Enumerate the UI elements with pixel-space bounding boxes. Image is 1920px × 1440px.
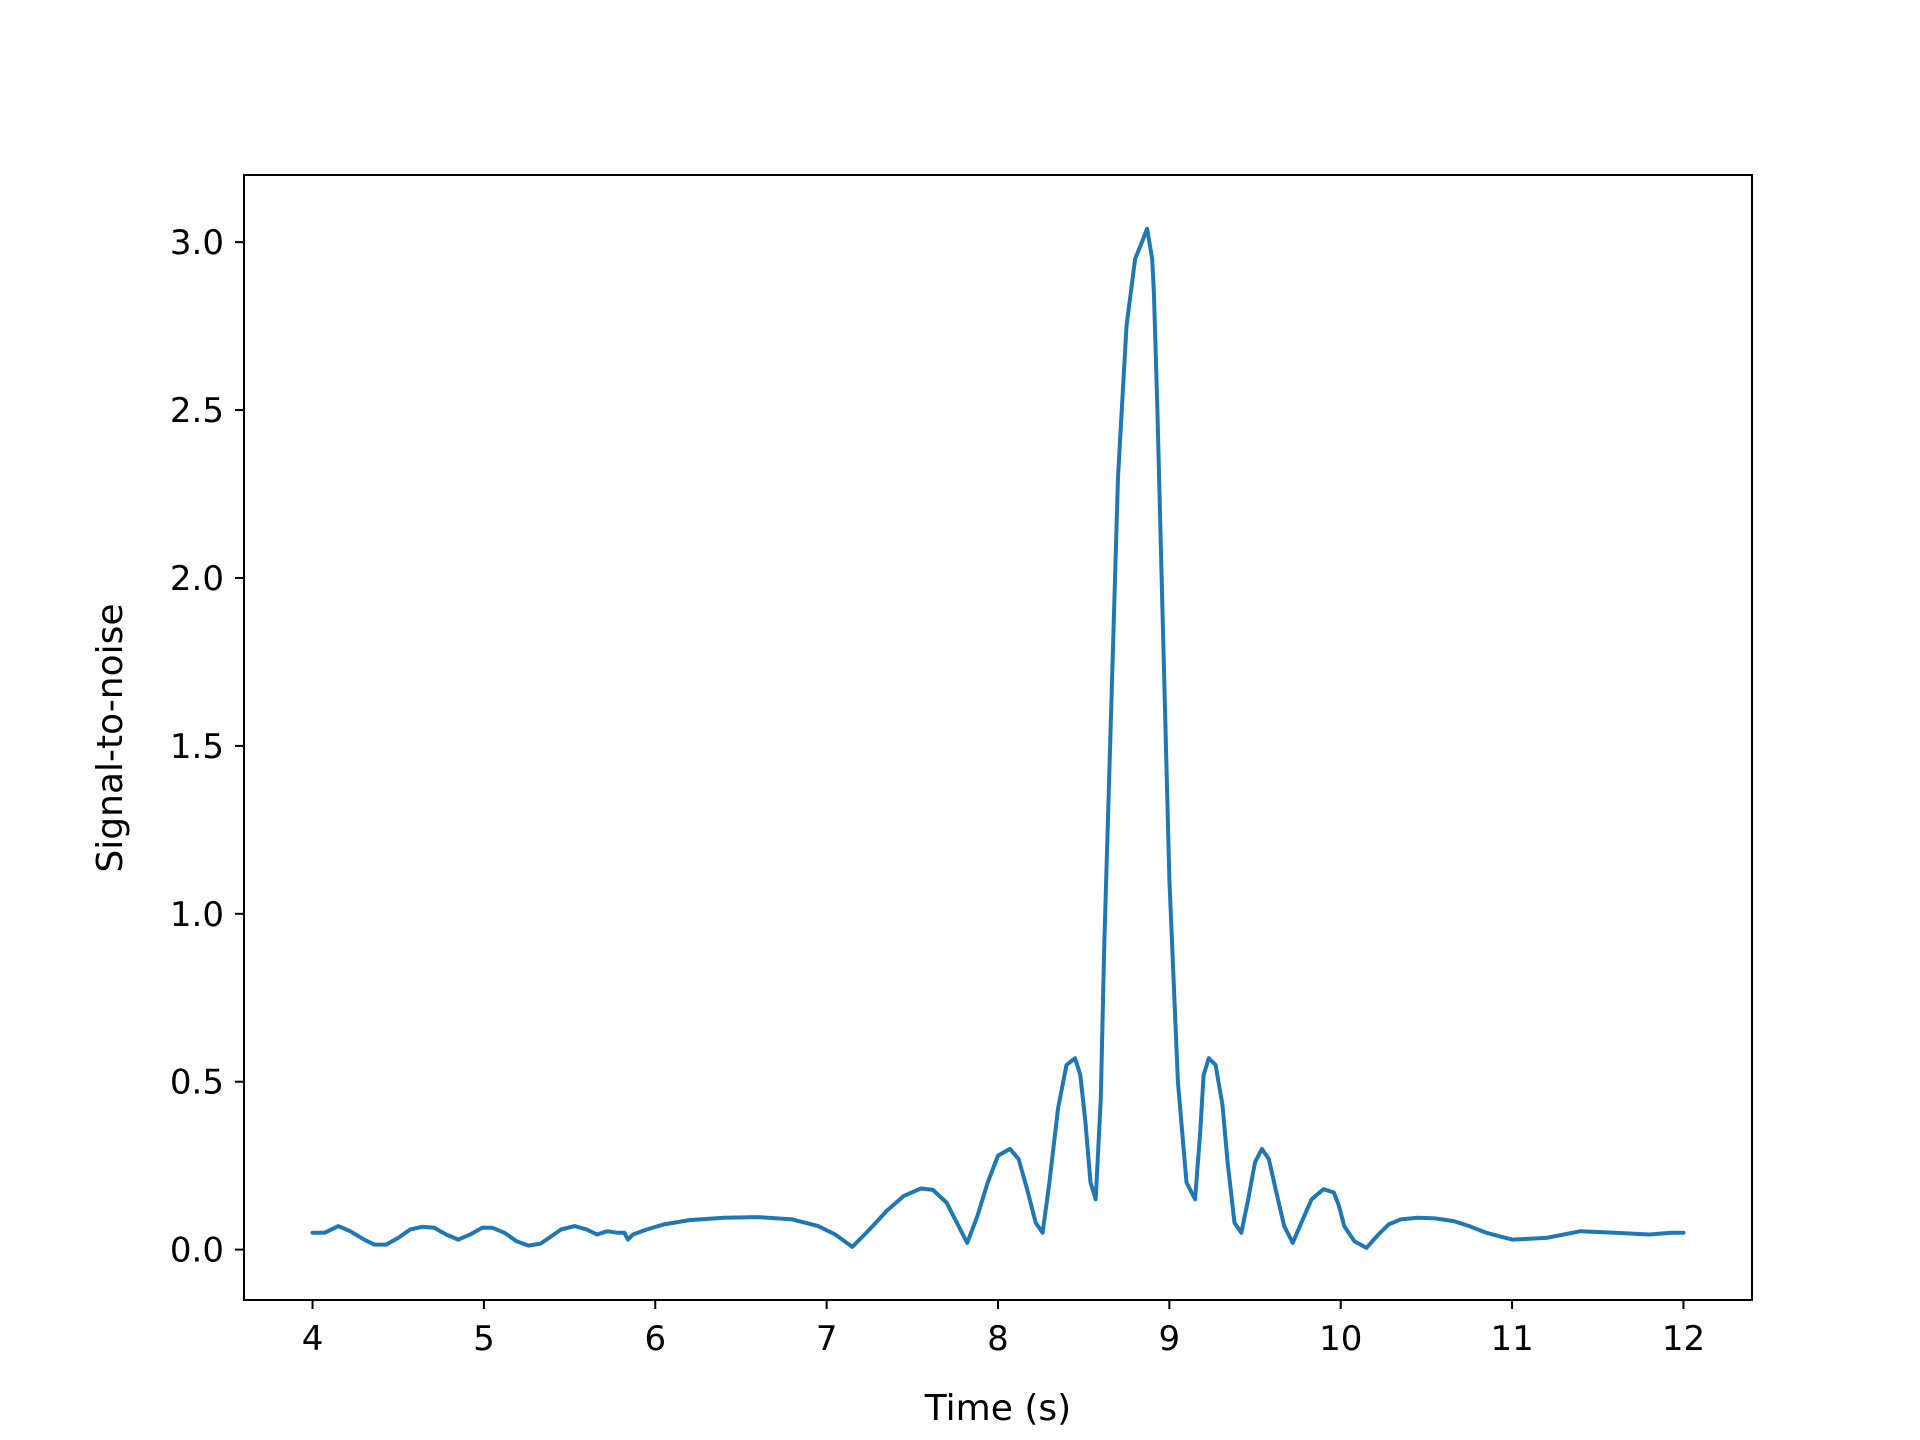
y-tick-label: 2.0 [170,559,224,599]
x-axis-ticks: 4 5 6 7 8 9 10 11 12 [302,1300,1705,1359]
x-tick-label: 6 [644,1319,666,1359]
y-tick-label: 1.0 [170,895,224,935]
x-tick-label: 10 [1319,1319,1362,1359]
x-tick-label: 4 [302,1319,324,1359]
plot-background [244,175,1752,1300]
x-tick-label: 7 [816,1319,838,1359]
y-tick-label: 1.5 [170,727,224,767]
y-tick-label: 3.0 [170,223,224,263]
y-tick-label: 2.5 [170,391,224,431]
snr-series-line [310,226,1686,1250]
x-tick-label: 11 [1490,1319,1533,1359]
y-tick-label: 0.0 [170,1231,224,1271]
x-tick-label: 5 [473,1319,495,1359]
y-axis-label: Signal-to-noise [90,603,131,872]
y-tick-label: 0.5 [170,1063,224,1103]
x-tick-label: 12 [1662,1319,1705,1359]
x-axis-label: Time (s) [924,1388,1071,1429]
y-axis-ticks: 0.0 0.5 1.0 1.5 2.0 2.5 3.0 [170,223,244,1271]
x-tick-label: 9 [1159,1319,1181,1359]
x-tick-label: 8 [987,1319,1009,1359]
